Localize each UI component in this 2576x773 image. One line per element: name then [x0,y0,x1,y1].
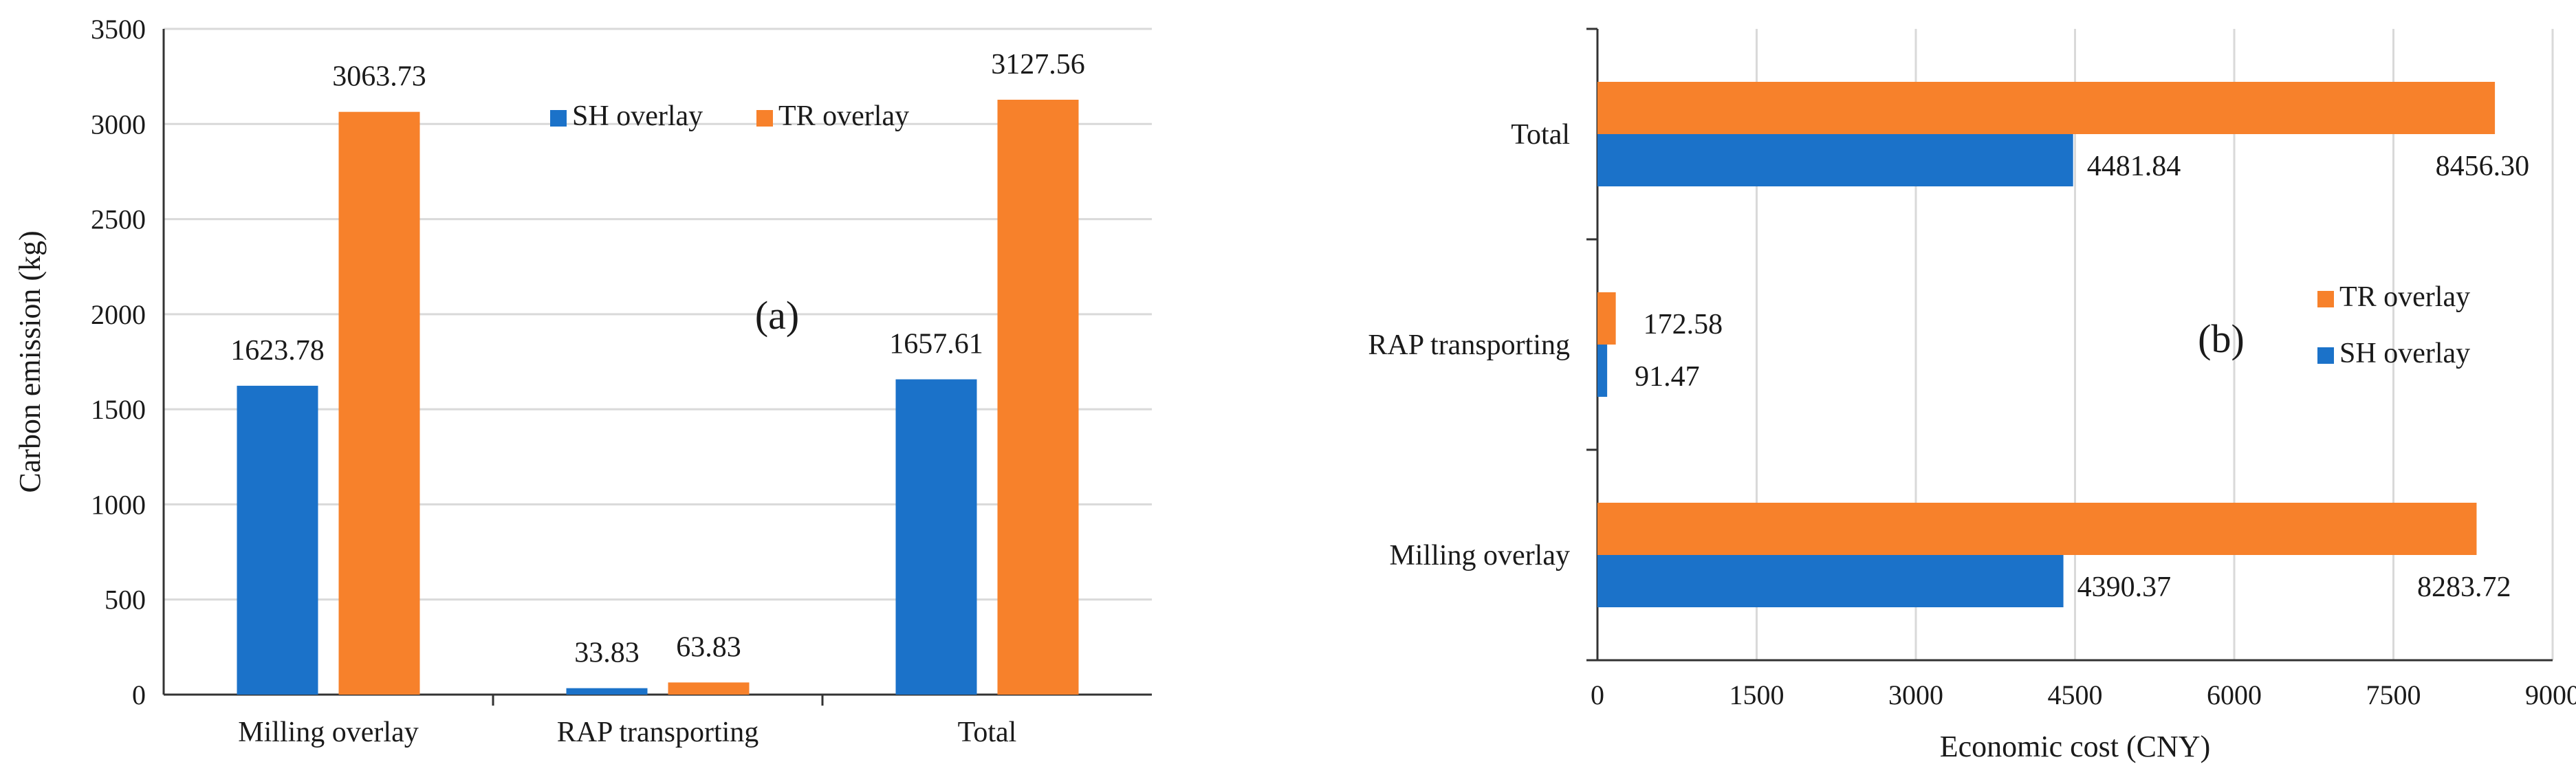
y-tick-label: 3000 [91,109,146,140]
y-tick-label: 500 [105,585,146,616]
y-tick-label: 2000 [91,299,146,330]
x-axis-title: Economic cost (CNY) [1940,730,2210,763]
x-tick-label: 0 [1591,679,1604,710]
x-tick-label: 4500 [2048,679,2103,710]
y-axis-title: Carbon emission (kg) [13,230,47,492]
y-tick-label: 3500 [91,14,146,45]
data-label-tr-overlay-rap-transporting: 172.58 [1644,309,1723,340]
bar-sh-overlay-milling-overlay [1597,555,2064,607]
legend-label-tr-overlay: TR overlay [778,100,909,132]
x-tick-label: 6000 [2207,679,2262,710]
y-tick-label: 1500 [91,394,146,425]
legend-label-sh-overlay: SH overlay [2339,338,2470,369]
x-tick-label: 1500 [1729,679,1784,710]
bar-sh-overlay-rap-transporting [566,688,648,695]
bar-tr-overlay-total [1597,82,2496,134]
bar-tr-overlay-total [997,100,1079,695]
bar-tr-overlay-rap-transporting [1597,292,1616,345]
data-label-tr-overlay-milling-overlay: 3063.73 [332,61,426,93]
category-label-milling-overlay: Milling overlay [1390,540,1570,571]
panel-label-a: (a) [755,293,799,338]
data-label-sh-overlay-milling-overlay: 1623.78 [230,335,325,367]
category-label-milling-overlay: Milling overlay [238,717,418,748]
bar-sh-overlay-milling-overlay [237,385,318,695]
panel-b-chart: 0 1500 3000 4500 6000 7500 9000 Economic cost (… [1368,28,2576,763]
panel-label-b: (b) [2198,316,2245,361]
panel-a-chart: 0 500 1000 1500 2000 2500 3000 3500 Carbon emiss… [13,14,1152,748]
data-label-sh-overlay-rap-transporting: 33.83 [574,638,640,669]
y-tick-label: 0 [132,679,146,710]
y-tick-label: 2500 [91,204,146,235]
data-label-sh-overlay-total: 1657.61 [889,329,983,360]
bar-sh-overlay-total [1597,134,2073,186]
data-label-tr-overlay-milling-overlay: 8283.72 [2417,571,2511,603]
x-tick-label: 9000 [2525,679,2576,710]
data-label-tr-overlay-total: 8456.30 [2436,151,2530,182]
legend-label-sh-overlay: SH overlay [572,100,703,132]
bar-tr-overlay-milling-overlay [338,111,420,695]
x-tick-label: 3000 [1888,679,1943,710]
category-label-total: Total [1511,119,1570,151]
bar-tr-overlay-milling-overlay [1597,503,2477,555]
data-label-sh-overlay-rap-transporting: 91.47 [1635,361,1700,393]
legend-label-tr-overlay: TR overlay [2339,281,2470,313]
legend-swatch-tr-overlay [2317,291,2334,307]
category-label-rap-transporting: RAP transporting [1368,329,1570,361]
bar-tr-overlay-rap-transporting [668,682,750,695]
data-label-tr-overlay-total: 3127.56 [991,49,1085,80]
bar-sh-overlay-rap-transporting [1597,345,1608,397]
legend-swatch-sh-overlay [550,110,567,127]
legend-swatch-tr-overlay [756,110,773,127]
category-label-total: Total [958,717,1017,748]
category-label-rap-transporting: RAP transporting [557,717,759,748]
x-tick-label: 7500 [2366,679,2421,710]
legend-swatch-sh-overlay [2317,347,2334,364]
data-label-tr-overlay-rap-transporting: 63.83 [676,631,741,663]
y-tick-label: 1000 [91,489,146,520]
bar-sh-overlay-total [895,379,977,695]
data-label-sh-overlay-milling-overlay: 4390.37 [2077,571,2172,603]
data-label-sh-overlay-total: 4481.84 [2087,151,2181,182]
